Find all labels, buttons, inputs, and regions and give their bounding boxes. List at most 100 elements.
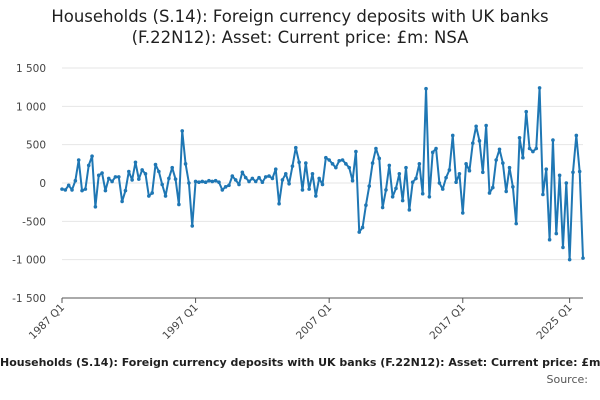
data-point	[197, 180, 201, 185]
y-tick-label: 1 500	[16, 63, 46, 75]
data-point	[180, 129, 185, 133]
data-point	[357, 230, 362, 234]
data-point	[551, 138, 555, 142]
y-tick-label: 0	[39, 178, 46, 190]
x-tick-label: 2007 Q1	[294, 302, 334, 342]
data-point	[561, 245, 565, 250]
data-point	[113, 175, 118, 179]
data-point	[177, 202, 181, 207]
data-point	[454, 180, 458, 185]
data-point	[464, 162, 468, 166]
data-point	[501, 161, 505, 165]
data-point	[187, 181, 191, 185]
data-point	[167, 176, 171, 181]
data-point	[350, 178, 355, 183]
data-point	[213, 178, 218, 183]
data-point	[183, 162, 188, 166]
data-point	[397, 172, 402, 176]
data-point	[243, 175, 248, 180]
data-point	[90, 154, 94, 158]
data-point	[467, 168, 472, 173]
y-tick-label: -1 000	[12, 255, 46, 267]
data-point	[83, 187, 88, 191]
chart-title: Households (S.14): Foreign currency depo…	[0, 6, 600, 48]
data-point	[227, 183, 231, 188]
data-point	[110, 179, 114, 184]
data-point	[147, 194, 151, 198]
source-label: Source:	[546, 373, 589, 386]
data-point	[150, 191, 154, 195]
data-point	[126, 169, 131, 174]
data-point	[390, 195, 395, 199]
data-point	[233, 178, 238, 182]
data-point	[140, 168, 144, 172]
data-point	[80, 188, 84, 193]
data-point	[571, 170, 575, 175]
data-point	[370, 161, 375, 165]
data-point	[130, 178, 134, 182]
data-point	[193, 179, 198, 184]
data-point	[387, 163, 392, 168]
data-point	[477, 139, 482, 143]
data-point	[497, 147, 502, 152]
data-point	[133, 160, 138, 165]
data-point	[320, 182, 325, 187]
data-point	[457, 172, 462, 176]
data-point	[531, 149, 535, 154]
data-point	[247, 179, 251, 184]
data-point	[521, 155, 525, 160]
data-point	[554, 231, 559, 236]
data-point	[173, 177, 178, 181]
data-point	[424, 86, 428, 91]
data-point	[96, 173, 101, 178]
data-point	[334, 165, 338, 170]
data-point	[120, 199, 124, 204]
data-point	[283, 172, 288, 176]
data-point	[250, 176, 255, 181]
data-point	[487, 191, 492, 195]
data-point	[103, 188, 108, 193]
data-point	[541, 192, 545, 197]
series-line	[61, 86, 584, 261]
data-point	[380, 205, 385, 210]
data-point	[287, 181, 291, 186]
data-point	[340, 158, 345, 162]
data-point	[447, 168, 452, 172]
data-point	[577, 169, 582, 174]
data-point	[137, 177, 141, 181]
data-point	[324, 155, 328, 160]
data-point	[547, 237, 552, 242]
data-point	[153, 162, 158, 167]
data-point	[317, 176, 321, 181]
data-point	[511, 185, 515, 189]
data-point	[527, 146, 532, 151]
data-point	[394, 186, 398, 191]
data-point	[76, 158, 81, 162]
data-point	[450, 133, 455, 138]
data-point	[160, 182, 164, 187]
chart-title-line-2: (F.22N12): Asset: Current price: £m: NSA	[131, 28, 469, 47]
data-point	[280, 178, 285, 182]
data-point	[427, 195, 432, 199]
data-point	[304, 161, 308, 165]
y-tick-label: 1 000	[16, 101, 46, 113]
data-point	[60, 187, 64, 191]
data-point	[310, 172, 315, 176]
data-point	[70, 188, 74, 192]
x-tick-label: 1987 Q1	[27, 302, 67, 342]
data-point	[253, 179, 258, 184]
data-point	[260, 180, 265, 185]
data-point	[240, 170, 245, 175]
data-point	[460, 211, 465, 215]
data-point	[567, 257, 572, 262]
data-point	[86, 163, 91, 168]
data-point	[537, 86, 542, 90]
data-point	[63, 188, 68, 192]
data-point	[494, 158, 498, 162]
data-point	[220, 188, 225, 192]
data-point	[417, 162, 422, 166]
data-point	[377, 156, 382, 161]
x-tick-label: 2025 Q1	[534, 302, 574, 342]
data-point	[210, 179, 215, 184]
data-point	[143, 172, 148, 176]
